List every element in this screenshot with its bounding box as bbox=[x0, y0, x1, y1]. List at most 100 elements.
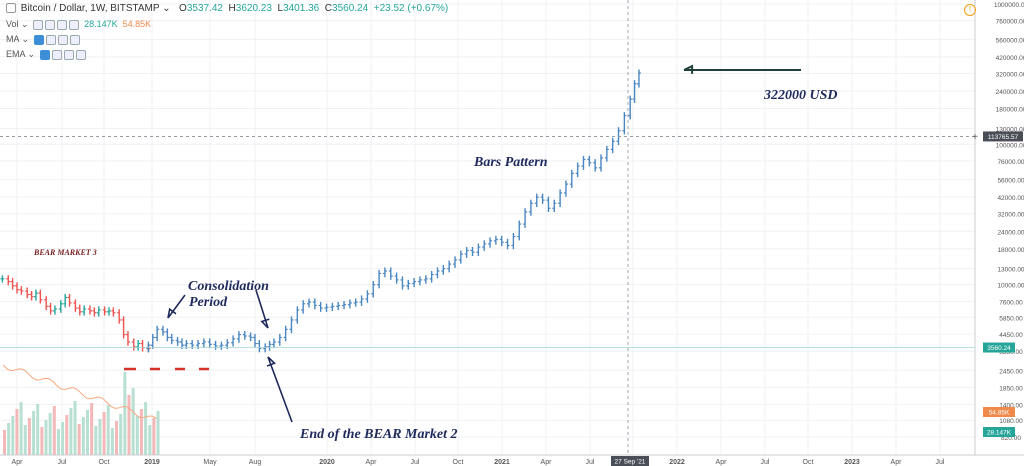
close-icon[interactable] bbox=[69, 34, 80, 45]
period-label: Period bbox=[189, 295, 228, 310]
ma-indicator-row[interactable]: MA ⌄ bbox=[6, 34, 80, 45]
price-tick-label: 2450.00 bbox=[999, 368, 1023, 375]
price-tick-label: 1400.00 bbox=[999, 402, 1023, 409]
volume-bar bbox=[139, 409, 143, 455]
price-tick-label: 420000.00 bbox=[996, 55, 1024, 62]
chevron-down-icon[interactable]: ⌄ bbox=[159, 3, 171, 14]
low-label: L bbox=[277, 3, 284, 14]
volume-bar bbox=[135, 416, 139, 455]
vol-indicator-row[interactable]: Vol ⌄ 28.147K 54.85K bbox=[6, 19, 151, 30]
ema-label: EMA bbox=[6, 49, 26, 59]
change-value: +23.52 (+0.67%) bbox=[373, 3, 449, 14]
collapse-icon[interactable] bbox=[6, 3, 16, 14]
end-bear-market-label: End of the BEAR Market 2 bbox=[299, 427, 458, 442]
plus-icon[interactable] bbox=[63, 49, 74, 60]
chevron-down-icon[interactable]: ⌄ bbox=[19, 34, 30, 44]
volume-tag-b-bg bbox=[983, 427, 1015, 437]
eye-icon[interactable] bbox=[39, 49, 50, 60]
target-arrow-head bbox=[683, 64, 694, 74]
settings-icon[interactable] bbox=[45, 34, 56, 45]
volume-bar bbox=[15, 409, 19, 455]
warning-icon[interactable]: ! bbox=[964, 4, 976, 16]
volume-bar bbox=[27, 418, 31, 455]
volume-bar bbox=[69, 408, 73, 455]
chevron-down-icon[interactable]: ⌄ bbox=[18, 19, 29, 29]
plus-icon[interactable] bbox=[57, 34, 68, 45]
volume-histogram bbox=[2, 364, 160, 455]
consolidation-arrow-2-head bbox=[260, 318, 270, 329]
time-tick-label: Apr bbox=[12, 459, 24, 466]
price-tick-label: 32000.00 bbox=[997, 212, 1024, 219]
volume-tag-a: 54.85K bbox=[989, 410, 1010, 417]
volume-bar bbox=[36, 404, 40, 455]
crosshair-date-tag: 27 Sep '21 bbox=[615, 459, 646, 466]
volume-bar bbox=[90, 403, 94, 455]
price-tick-label: 1080.00 bbox=[999, 418, 1023, 425]
price-tick-label: 1850.00 bbox=[999, 385, 1023, 392]
consolidation-arrow bbox=[167, 294, 186, 319]
volume-bar bbox=[81, 417, 85, 455]
volume-bar bbox=[19, 402, 23, 455]
volume-bar bbox=[77, 424, 81, 455]
price-tick-label: 5850.00 bbox=[999, 315, 1023, 322]
high-value: 3620.23 bbox=[235, 3, 272, 14]
chart-grid bbox=[0, 0, 975, 455]
time-tick-label: 2023 bbox=[844, 459, 860, 466]
volume-bar bbox=[11, 416, 15, 455]
volume-tag-b: 28.147K bbox=[987, 430, 1012, 437]
price-tick-label: 320000.00 bbox=[996, 71, 1024, 78]
price-tick-label: 42000.00 bbox=[997, 195, 1024, 202]
volume-bar bbox=[65, 415, 69, 455]
ema-indicator-row[interactable]: EMA ⌄ bbox=[6, 49, 86, 60]
price-tick-label: 24000.00 bbox=[997, 229, 1024, 236]
legend-header: Bitcoin / Dollar, 1W, BITSTAMP ⌄ O3537.4… bbox=[6, 3, 448, 14]
volume-bar bbox=[94, 426, 98, 455]
volume-bar bbox=[98, 419, 102, 455]
open-value: 3537.42 bbox=[186, 3, 223, 14]
time-tick-label: May bbox=[203, 459, 217, 466]
open-label: O bbox=[179, 3, 187, 14]
consolidation-arrow-head bbox=[167, 307, 177, 319]
close-icon[interactable] bbox=[69, 19, 80, 30]
volume-bar bbox=[110, 428, 114, 455]
price-tick-label: 56000.00 bbox=[997, 178, 1024, 185]
volume-bar bbox=[73, 401, 77, 455]
last-price-tag-bg bbox=[983, 342, 1015, 353]
bear-market-label: BEAR MARKET 3 bbox=[33, 248, 97, 257]
volume-bar bbox=[40, 427, 44, 455]
chevron-down-icon[interactable]: ⌄ bbox=[25, 49, 36, 59]
volume-bar bbox=[3, 430, 6, 455]
volume-bar bbox=[56, 429, 60, 455]
time-tick-label: Jul bbox=[58, 459, 67, 466]
price-tick-label: 760000.00 bbox=[996, 19, 1024, 26]
volume-bar bbox=[115, 421, 119, 455]
volume-bar bbox=[152, 418, 156, 455]
price-tick-label: 10000.00 bbox=[997, 283, 1024, 290]
settings-icon[interactable] bbox=[51, 49, 62, 60]
volume-bar bbox=[61, 422, 65, 455]
close-value: 3560.24 bbox=[332, 3, 369, 14]
price-tick-label: 13000.00 bbox=[997, 267, 1024, 274]
time-tick-label: Apr bbox=[366, 459, 378, 466]
target-price-label: 322000 USD bbox=[763, 88, 838, 103]
crosshair-price-tag-bg bbox=[983, 131, 1023, 142]
plus-icon[interactable] bbox=[57, 19, 68, 30]
eye-icon[interactable] bbox=[33, 34, 44, 45]
time-tick-label: Jul bbox=[761, 459, 770, 466]
price-tick-label: 100000.00 bbox=[996, 142, 1024, 149]
crosshair-date-tag-bg bbox=[611, 456, 649, 466]
consolidation-label: Consolidation bbox=[188, 279, 269, 294]
volume-bar bbox=[156, 411, 160, 455]
time-tick-label: Apr bbox=[891, 459, 903, 466]
symbol-title[interactable]: Bitcoin / Dollar, 1W, BITSTAMP bbox=[20, 3, 160, 14]
close-icon[interactable] bbox=[75, 49, 86, 60]
volume-bar bbox=[7, 423, 11, 455]
price-tick-label: 820.00 bbox=[1001, 435, 1021, 442]
eye-icon[interactable] bbox=[33, 19, 44, 30]
time-tick-label: Apr bbox=[716, 459, 728, 466]
settings-icon[interactable] bbox=[45, 19, 56, 30]
price-bars bbox=[0, 69, 641, 353]
